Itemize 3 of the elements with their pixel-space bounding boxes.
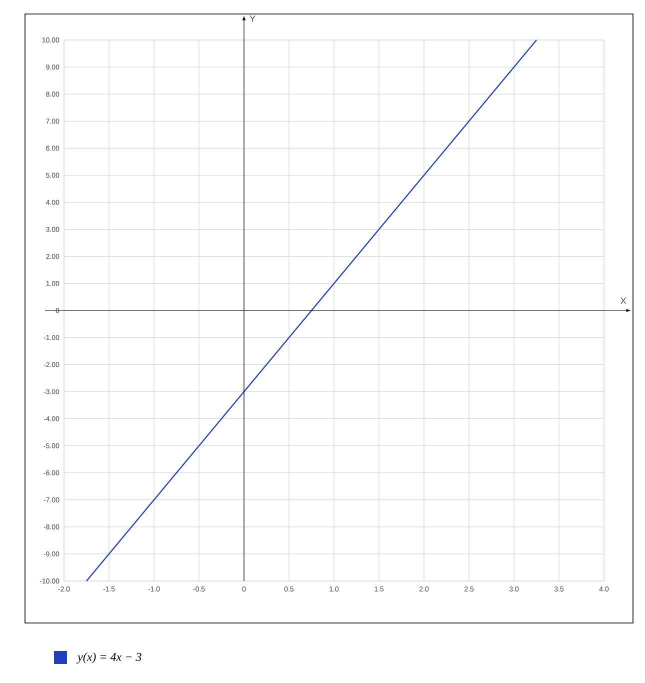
y-axis-title: Y — [250, 16, 256, 22]
x-axis-title: X — [620, 298, 626, 304]
legend-label: y(x) = 4x − 3 — [76, 652, 142, 664]
